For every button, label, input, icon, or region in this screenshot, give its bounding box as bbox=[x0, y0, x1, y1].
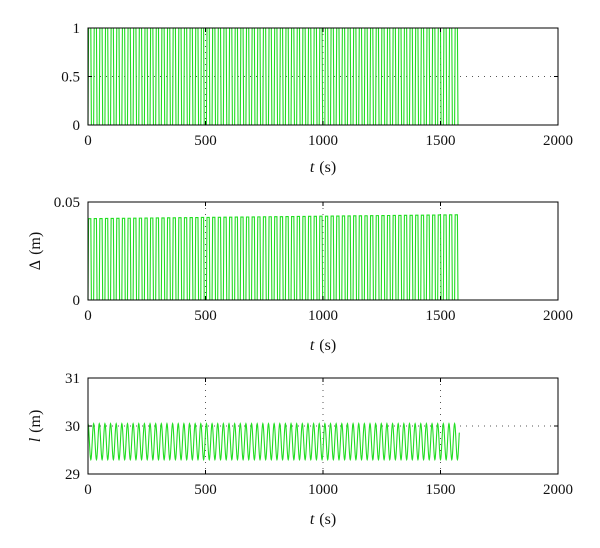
x-tick-label: 500 bbox=[194, 133, 217, 149]
y-tick-label: 29 bbox=[65, 467, 80, 483]
x-tick-label: 0 bbox=[84, 308, 92, 324]
y-axis-label: Δ (m) bbox=[27, 232, 44, 270]
x-tick-label: 1000 bbox=[308, 133, 338, 149]
x-tick-label: 500 bbox=[194, 482, 217, 498]
series-line bbox=[87, 422, 460, 462]
x-tick-label: 500 bbox=[194, 308, 217, 324]
x-axis-variable: t bbox=[310, 337, 315, 354]
x-axis-label: t (s) bbox=[310, 337, 336, 354]
x-axis-unit: (s) bbox=[319, 159, 336, 176]
x-axis-label: t (s) bbox=[310, 159, 336, 176]
x-tick-label: 1500 bbox=[426, 308, 456, 324]
y-tick-label: 0.5 bbox=[61, 70, 80, 86]
x-axis-unit: (s) bbox=[319, 511, 336, 528]
series-line bbox=[87, 214, 460, 301]
x-tick-label: 1000 bbox=[308, 308, 338, 324]
y-axis-unit: (m) bbox=[27, 232, 44, 255]
y-axis-label: l (m) bbox=[27, 410, 44, 443]
series-line bbox=[87, 27, 460, 126]
x-axis-variable: t bbox=[310, 511, 315, 528]
x-tick-label: 0 bbox=[84, 133, 92, 149]
x-axis-variable: t bbox=[310, 159, 315, 176]
y-axis-unit: (m) bbox=[27, 410, 44, 433]
x-tick-label: 2000 bbox=[543, 133, 573, 149]
y-axis-variable: l bbox=[27, 437, 44, 442]
chart-panel-middle: 0 500 1000 1500 2000 0 0.05 t (s) Δ (m) bbox=[27, 195, 573, 354]
x-tick-label: 1500 bbox=[426, 133, 456, 149]
chart-panel-bottom: 0 500 1000 1500 2000 29 30 31 t (s) l (m) bbox=[27, 371, 573, 528]
x-tick-label: 1500 bbox=[426, 482, 456, 498]
y-tick-label: 1 bbox=[73, 21, 81, 37]
y-tick-label: 0.05 bbox=[54, 195, 80, 211]
chart-panel-top: 0 500 1000 1500 2000 0 0.5 1 t (s) bbox=[61, 21, 573, 176]
y-tick-label: 30 bbox=[65, 419, 80, 435]
y-tick-label: 31 bbox=[65, 371, 80, 387]
y-tick-label: 0 bbox=[73, 293, 81, 309]
x-tick-label: 2000 bbox=[543, 308, 573, 324]
x-axis-unit: (s) bbox=[319, 337, 336, 354]
x-tick-label: 0 bbox=[84, 482, 92, 498]
x-tick-label: 2000 bbox=[543, 482, 573, 498]
x-axis-label: t (s) bbox=[310, 511, 336, 528]
y-axis-variable: Δ bbox=[27, 260, 44, 270]
x-tick-label: 1000 bbox=[308, 482, 338, 498]
y-tick-label: 0 bbox=[73, 118, 81, 134]
